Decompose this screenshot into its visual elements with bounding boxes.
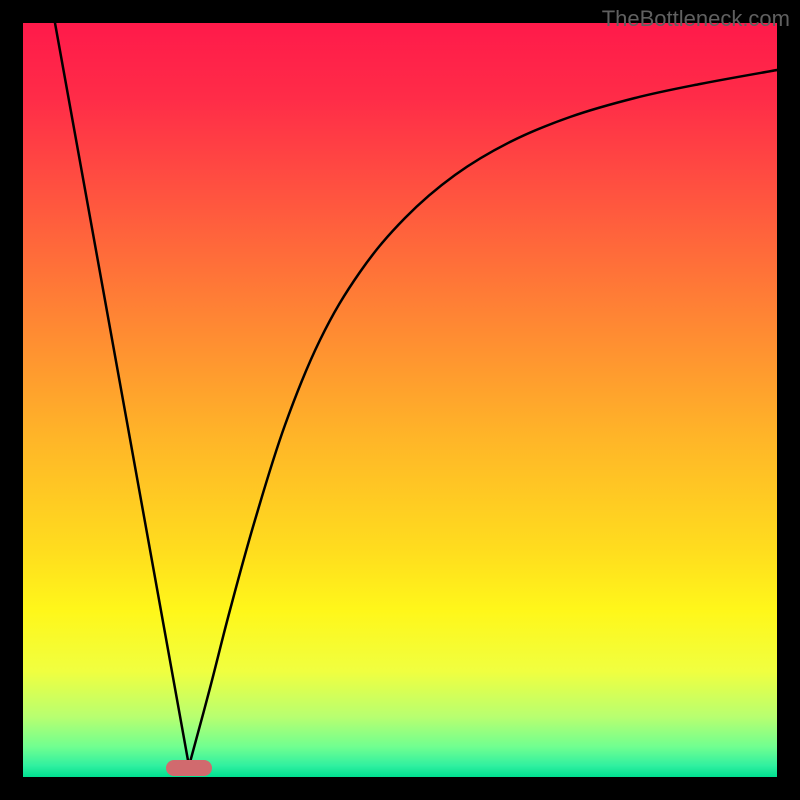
minimum-marker bbox=[166, 760, 212, 776]
bottleneck-chart bbox=[0, 0, 800, 800]
chart-container: TheBottleneck.com bbox=[0, 0, 800, 800]
plot-background bbox=[23, 23, 777, 777]
watermark-text: TheBottleneck.com bbox=[602, 6, 790, 32]
